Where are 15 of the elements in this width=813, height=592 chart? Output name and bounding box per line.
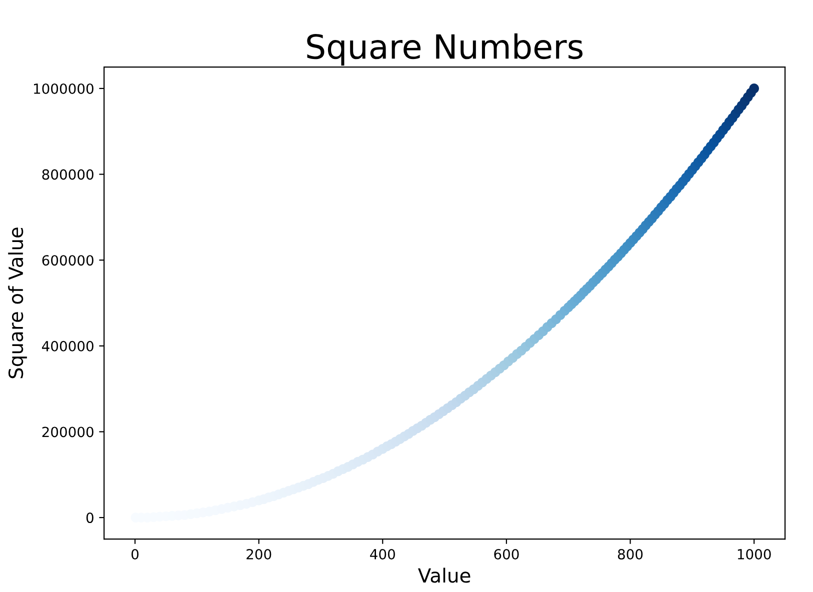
- y-tick-label: 400000: [42, 340, 94, 352]
- x-tick-label: 0: [132, 548, 139, 560]
- x-tick-label: 200: [246, 548, 272, 560]
- chart-title: Square Numbers: [307, 33, 583, 66]
- x-tick-label: 1000: [738, 548, 771, 560]
- x-tick-label: 400: [370, 548, 395, 560]
- x-tick-label: 600: [494, 548, 519, 560]
- y-tick-label: 1000000: [34, 83, 94, 94]
- y-tick-label: 600000: [42, 255, 94, 266]
- x-axis-title: Value: [418, 568, 470, 583]
- y-tick-label: 0: [86, 512, 94, 524]
- x-tick-label: 800: [618, 548, 643, 560]
- y-tick-label: 200000: [42, 426, 94, 438]
- y-tick-label: 800000: [42, 169, 94, 180]
- y-axis-title: Square of Value: [8, 228, 27, 378]
